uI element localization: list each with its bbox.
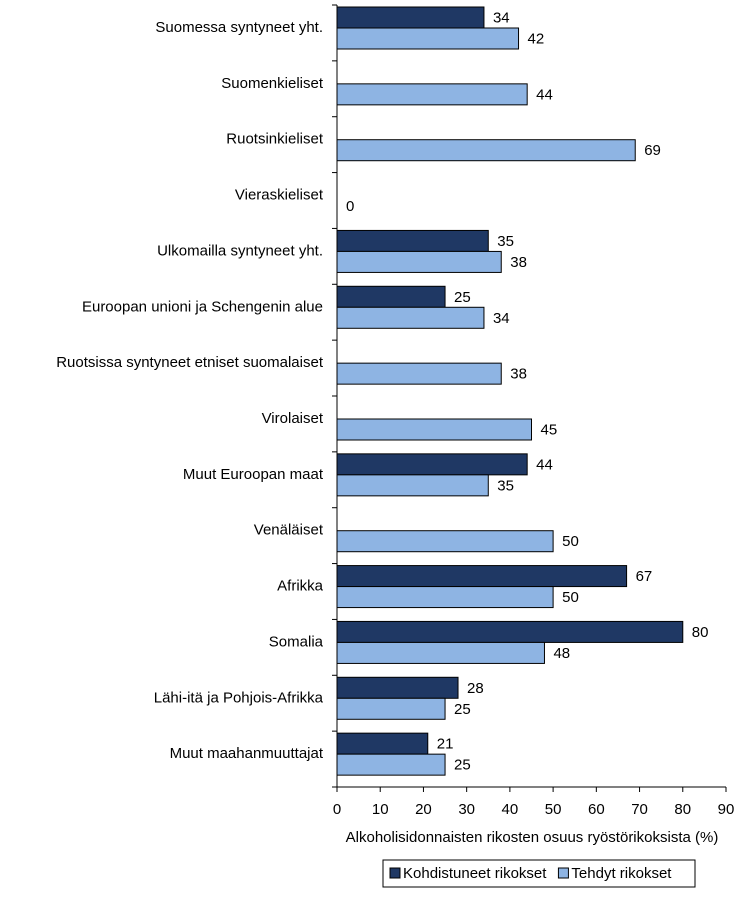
bar xyxy=(336,139,636,162)
data-label: 38 xyxy=(510,254,527,271)
data-label: 50 xyxy=(562,589,579,606)
legend-label: Kohdistuneet rikokset xyxy=(403,865,547,882)
bar xyxy=(336,565,628,588)
bar xyxy=(336,732,429,755)
data-label: 80 xyxy=(692,624,709,641)
data-label: 67 xyxy=(636,568,653,585)
bar xyxy=(336,83,528,106)
y-tick-label: Lähi-itä ja Pohjois-Afrikka xyxy=(154,689,324,706)
bar xyxy=(336,620,684,643)
data-label: 69 xyxy=(644,142,661,159)
bar xyxy=(336,250,502,273)
y-tick-label: Vieraskieliset xyxy=(235,187,324,204)
y-tick-label: Muut Euroopan maat xyxy=(183,466,324,483)
data-label: 50 xyxy=(562,533,579,550)
y-tick-label: Euroopan unioni ja Schengenin alue xyxy=(82,298,323,315)
y-tick-label: Afrikka xyxy=(277,578,324,595)
x-tick-label: 50 xyxy=(545,801,562,818)
data-label: 44 xyxy=(536,86,553,103)
data-label: 38 xyxy=(510,366,527,383)
y-tick-label: Ruotsissa syntyneet etniset suomalaiset xyxy=(56,354,324,371)
y-tick-label: Somalia xyxy=(269,633,324,650)
x-tick-label: 70 xyxy=(631,801,648,818)
y-tick-label: Suomenkieliset xyxy=(221,75,324,92)
x-tick-label: 30 xyxy=(458,801,475,818)
data-label: 48 xyxy=(553,645,570,662)
y-tick-label: Muut maahanmuuttajat xyxy=(170,745,324,762)
bar xyxy=(336,676,459,699)
y-tick-label: Suomessa syntyneet yht. xyxy=(155,19,323,36)
bar xyxy=(336,641,545,664)
x-tick-label: 40 xyxy=(502,801,519,818)
x-tick-label: 60 xyxy=(588,801,605,818)
legend-box xyxy=(382,859,696,888)
bar xyxy=(336,753,446,776)
bar xyxy=(336,697,446,720)
data-label: 21 xyxy=(437,736,454,753)
x-tick-label: 10 xyxy=(372,801,389,818)
bar xyxy=(336,362,502,385)
y-tick-label: Virolaiset xyxy=(262,410,324,427)
data-label: 25 xyxy=(454,701,471,718)
data-label: 0 xyxy=(346,198,354,215)
bar xyxy=(336,27,520,50)
bar xyxy=(336,453,528,476)
data-label: 44 xyxy=(536,456,553,473)
x-tick-label: 0 xyxy=(333,801,341,818)
data-label: 35 xyxy=(497,233,514,250)
x-axis-title: Alkoholisidonnaisten rikosten osuus ryös… xyxy=(346,829,719,846)
data-label: 35 xyxy=(497,477,514,494)
data-label: 34 xyxy=(493,9,510,26)
bar xyxy=(336,474,489,497)
bar xyxy=(336,586,554,609)
data-label: 45 xyxy=(541,421,558,438)
legend-swatch xyxy=(557,867,569,879)
legend-label: Tehdyt rikokset xyxy=(571,865,672,882)
x-tick-label: 80 xyxy=(674,801,691,818)
y-tick-label: Ulkomailla syntyneet yht. xyxy=(157,242,323,259)
data-label: 25 xyxy=(454,289,471,306)
y-tick-label: Venäläiset xyxy=(254,522,324,539)
data-label: 34 xyxy=(493,310,510,327)
legend-swatch xyxy=(389,867,401,879)
bar xyxy=(336,6,485,29)
data-label: 25 xyxy=(454,757,471,774)
bar xyxy=(336,306,485,329)
y-tick-label: Ruotsinkieliset xyxy=(226,131,324,148)
bar xyxy=(336,530,554,553)
data-label: 42 xyxy=(528,30,545,47)
x-tick-label: 20 xyxy=(415,801,432,818)
x-tick-label: 90 xyxy=(718,801,735,818)
bar xyxy=(336,418,532,441)
data-label: 28 xyxy=(467,680,484,697)
bar xyxy=(336,229,489,252)
bar xyxy=(336,285,446,308)
